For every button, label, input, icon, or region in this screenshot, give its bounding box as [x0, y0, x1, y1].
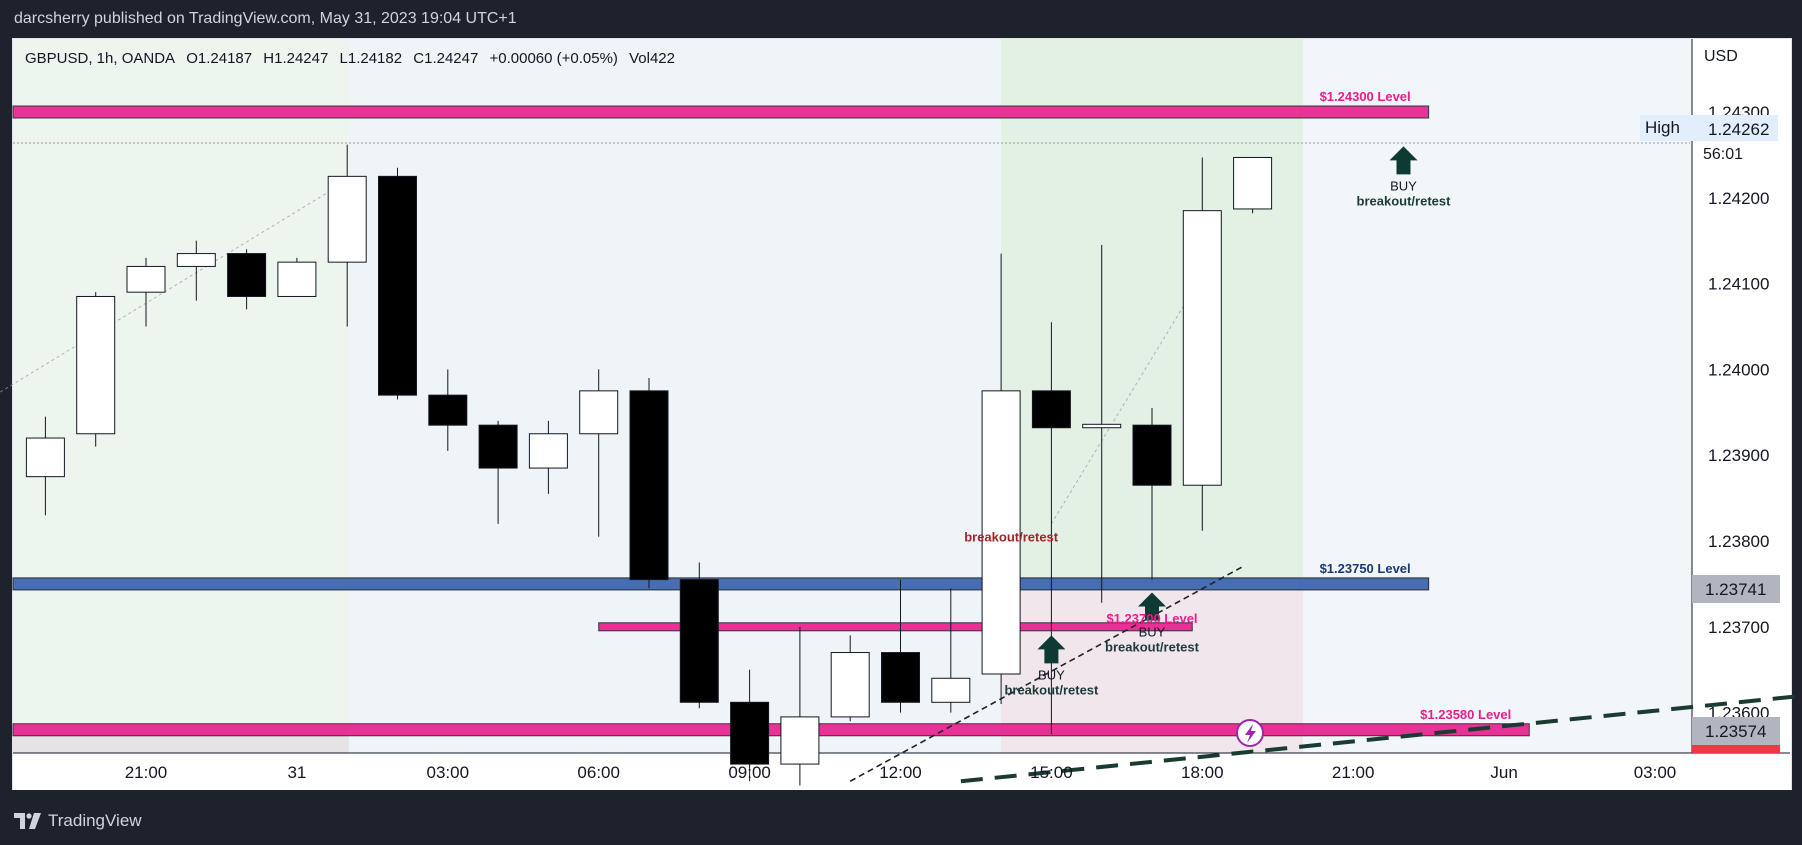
- price-tag-3-bg: [1692, 745, 1780, 753]
- price-axis-panel: [1692, 39, 1789, 753]
- legend-change: +0.00060 (+0.05%): [489, 50, 618, 67]
- candle-body-7: [378, 175, 417, 396]
- ohlc-legend: GBPUSD, 1h, OANDA O1.24187 H1.24247 L1.2…: [25, 50, 682, 67]
- price-tag-1-bg: [1692, 575, 1780, 603]
- bar-countdown: 56:01: [1703, 146, 1744, 163]
- x-tick-5: 12:00: [879, 763, 922, 782]
- x-tick-8: 21:00: [1332, 763, 1375, 782]
- legend-open: O1.24187: [186, 50, 253, 67]
- buy-sublabel-0: breakout/retest: [1357, 193, 1452, 208]
- price-tag-1: 1.23741: [1705, 580, 1766, 599]
- buy-label-0: BUY: [1390, 178, 1417, 193]
- legend-high: H1.24247: [263, 50, 329, 67]
- x-tick-1: 31: [287, 763, 306, 782]
- candle-body-16: [830, 652, 870, 718]
- candle-body-2: [126, 265, 166, 293]
- high-tag-value: 1.24262: [1708, 120, 1769, 139]
- dashed-trend-green: [960, 693, 1802, 784]
- time-axis-panel: [13, 753, 1790, 790]
- candle-body-17: [881, 652, 920, 703]
- candle-body-8: [428, 394, 468, 426]
- y-tick-3: 1.24000: [1708, 360, 1769, 379]
- dotted-trend-left: [0, 180, 348, 393]
- buy-sublabel-2: breakout/retest: [1105, 639, 1200, 654]
- dotted-trend-right: [1050, 274, 1203, 525]
- annotation-label-4: breakout/retest: [964, 530, 1059, 545]
- candle-body-12: [629, 390, 669, 581]
- level-band-2: [12, 723, 1530, 737]
- legend-close: C1.24247: [413, 50, 479, 67]
- candle-body-0: [25, 437, 65, 478]
- candle-body-22: [1132, 424, 1172, 486]
- session-zone-left: [13, 39, 349, 791]
- brand-label: TradingView: [48, 811, 142, 830]
- candle-body-3: [176, 253, 216, 267]
- x-tick-3: 06:00: [577, 763, 620, 782]
- level-label-1: $1.23750 Level: [1320, 561, 1411, 576]
- tradingview-logo-icon: [14, 813, 41, 829]
- brand[interactable]: TradingView: [14, 811, 142, 831]
- lightning-icon-glyph: [1245, 724, 1256, 743]
- footer: [0, 790, 1802, 845]
- level-label-2: $1.23580 Level: [1420, 707, 1511, 722]
- candle-body-4: [227, 253, 267, 297]
- buy-label-1: BUY: [1038, 667, 1065, 682]
- price-tag-2-bg: [1692, 717, 1780, 745]
- candle-body-13: [679, 579, 719, 703]
- level-label-0: $1.24300 Level: [1320, 89, 1411, 104]
- candle-body-21: [1082, 423, 1122, 429]
- y-tick-1: 1.24200: [1708, 189, 1769, 208]
- candle-body-19: [981, 390, 1021, 675]
- x-tick-10: 03:00: [1634, 763, 1677, 782]
- candle-body-9: [478, 424, 518, 469]
- legend-volume: Vol422: [629, 50, 675, 67]
- buy-arrow-icon-2: [1138, 592, 1166, 621]
- high-tag-bg: [1640, 115, 1778, 141]
- candle-body-6: [327, 175, 367, 263]
- y-tick-4: 1.23900: [1708, 446, 1769, 465]
- currency-label[interactable]: USD: [1704, 48, 1738, 65]
- candle-body-11: [579, 390, 619, 435]
- dashed-trend-black: [849, 566, 1243, 782]
- trend-lines: [0, 180, 1802, 784]
- x-tick-7: 18:00: [1181, 763, 1224, 782]
- candle-body-15: [780, 716, 820, 765]
- x-tick-4: 09:00: [728, 763, 771, 782]
- x-tick-2: 03:00: [427, 763, 470, 782]
- publisher-text: darcsherry published on TradingView.com,…: [14, 10, 517, 27]
- high-tag-label: High: [1645, 118, 1680, 137]
- y-tick-5: 1.23800: [1708, 532, 1769, 551]
- candle-body-20: [1031, 390, 1071, 429]
- candle-body-18: [931, 677, 971, 703]
- level-band-0: [12, 105, 1430, 119]
- x-tick-9: Jun: [1490, 763, 1517, 782]
- annotation-label-3: $1.23700 Level: [1106, 611, 1197, 626]
- level-band-3: [598, 622, 1193, 632]
- x-tick-0: 21:00: [125, 763, 168, 782]
- level-lines: $1.24300 Level $1.23750 Level $1.23580 Lev…: [12, 89, 1530, 737]
- session-zone-right: [1303, 39, 1692, 791]
- y-tick-2: 1.24100: [1708, 275, 1769, 294]
- price-tag-2: 1.23574: [1705, 722, 1766, 741]
- candle-body-14: [730, 701, 770, 765]
- candle-body-1: [76, 295, 116, 435]
- top-bar: darcsherry published on TradingView.com,…: [0, 0, 1802, 38]
- candle-body-23: [1182, 210, 1222, 486]
- buy-arrow-icon-1: [1037, 635, 1066, 664]
- legend-low: L1.24182: [339, 50, 403, 67]
- annotations: BUYbreakout/retestBUYbreakout/retestBUYb…: [964, 146, 1451, 697]
- candle-body-5: [277, 261, 317, 297]
- legend-symbol[interactable]: GBPUSD, 1h, OANDA: [25, 50, 176, 67]
- x-tick-6: 15:00: [1030, 763, 1073, 782]
- x-ticks: 21:00 31 03:00 06:00 09:00 12:00 15:00 18:00 21:…: [125, 763, 1677, 782]
- buy-arrow-icon-0: [1389, 146, 1418, 175]
- candle-body-10: [528, 433, 568, 469]
- buy-label-2: BUY: [1139, 624, 1166, 639]
- level-band-1: [12, 577, 1430, 591]
- buy-sublabel-1: breakout/retest: [1004, 682, 1099, 697]
- candles: [25, 144, 1273, 786]
- y-tick-6: 1.23700: [1708, 618, 1769, 637]
- candle-body-24: [1233, 156, 1273, 210]
